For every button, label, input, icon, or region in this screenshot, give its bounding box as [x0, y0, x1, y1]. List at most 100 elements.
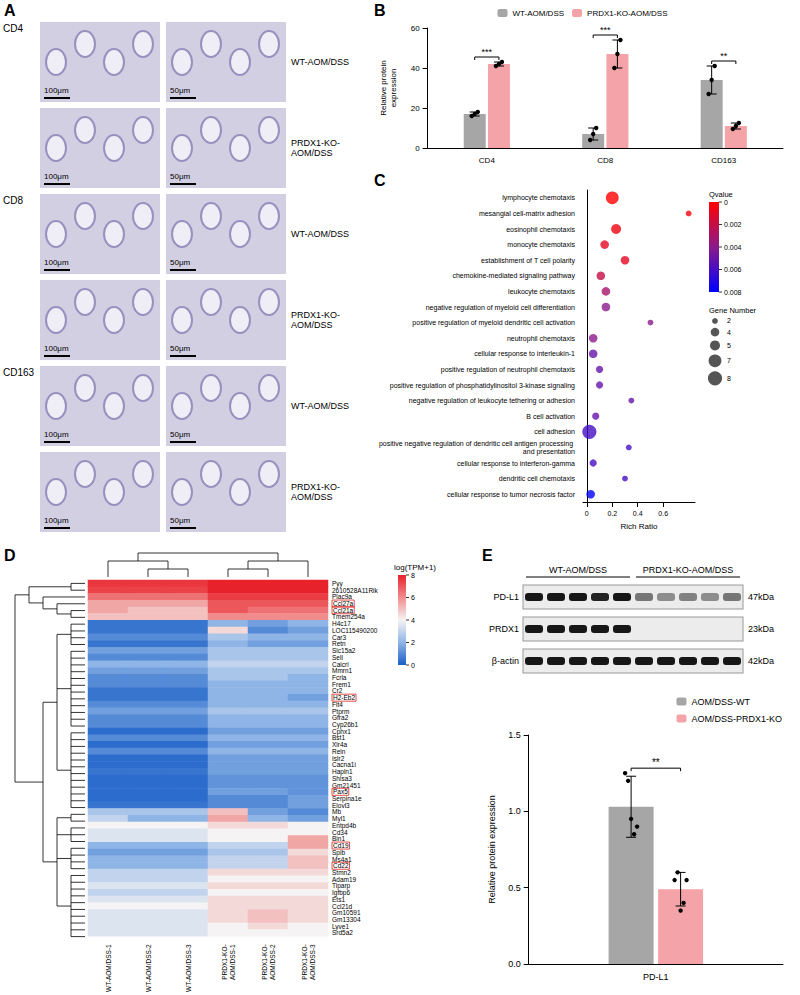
svg-text:PRDX1-KO-AOM/DSS: PRDX1-KO-AOM/DSS [643, 565, 734, 575]
svg-text:0.6: 0.6 [658, 510, 668, 517]
svg-text:and presentation: and presentation [523, 448, 575, 456]
svg-text:CD4: CD4 [3, 23, 23, 34]
svg-text:cellular response to interfero: cellular response to interferon-gamma [457, 460, 575, 468]
svg-text:AOM/DSS-1: AOM/DSS-1 [229, 944, 236, 980]
svg-text:monocyte chemotaxis: monocyte chemotaxis [507, 241, 575, 249]
svg-text:2: 2 [727, 317, 731, 324]
svg-text:dendritic cell chemotaxis: dendritic cell chemotaxis [499, 475, 576, 482]
svg-text:AOM/DSS: AOM/DSS [291, 492, 333, 502]
svg-text:**: ** [652, 757, 660, 768]
svg-text:0.008: 0.008 [724, 289, 742, 296]
svg-text:PD-L1: PD-L1 [493, 592, 519, 602]
svg-text:50μm: 50μm [170, 516, 191, 525]
svg-text:42kDa: 42kDa [748, 656, 774, 666]
svg-text:4: 4 [727, 329, 731, 336]
svg-text:***: *** [482, 47, 493, 57]
svg-text:establishment of T cell polari: establishment of T cell polarity [481, 257, 575, 265]
svg-text:positive regulation of neutrop: positive regulation of neutrophil chemot… [441, 366, 576, 374]
svg-text:CD163: CD163 [3, 367, 35, 378]
svg-text:PRDX1-KO-: PRDX1-KO- [291, 310, 340, 320]
svg-text:**: ** [720, 51, 728, 61]
svg-text:WT-AOM/DSS: WT-AOM/DSS [512, 9, 564, 18]
svg-text:WT-AOM/DSS: WT-AOM/DSS [291, 401, 349, 411]
svg-text:Rich Ratio: Rich Ratio [621, 522, 658, 531]
svg-text:0: 0 [411, 662, 415, 669]
svg-text:cell adhesion: cell adhesion [534, 428, 575, 435]
svg-text:50μm: 50μm [170, 172, 191, 181]
svg-text:0.002: 0.002 [724, 221, 742, 228]
svg-text:1.0: 1.0 [508, 806, 521, 816]
svg-text:PRDX1-KO-: PRDX1-KO- [291, 482, 340, 492]
svg-text:WT-AOM/DSS: WT-AOM/DSS [549, 565, 607, 575]
svg-text:log(TPM+1): log(TPM+1) [394, 563, 436, 572]
svg-text:cellular response to tumor nec: cellular response to tumor necrosis fact… [447, 491, 576, 499]
svg-text:8: 8 [411, 572, 415, 579]
svg-text:100μm: 100μm [44, 86, 69, 95]
svg-text:100μm: 100μm [44, 258, 69, 267]
svg-text:PRDX1-KO-AOM/DSS: PRDX1-KO-AOM/DSS [587, 9, 667, 18]
svg-text:60: 60 [411, 24, 420, 33]
svg-text:negative regulation of leukocy: negative regulation of leukocyte tetheri… [409, 397, 575, 405]
svg-text:neutrophil chemotaxis: neutrophil chemotaxis [507, 335, 576, 343]
svg-text:CD163: CD163 [711, 156, 736, 165]
svg-text:0.006: 0.006 [724, 266, 742, 273]
svg-text:50μm: 50μm [170, 258, 191, 267]
svg-text:50μm: 50μm [170, 86, 191, 95]
svg-text:Relative protein: Relative protein [379, 60, 388, 116]
svg-text:50μm: 50μm [170, 344, 191, 353]
svg-text:Srd5a2: Srd5a2 [332, 929, 353, 936]
svg-text:CD4: CD4 [479, 156, 496, 165]
svg-text:expression: expression [389, 69, 398, 108]
svg-text:23kDa: 23kDa [748, 624, 774, 634]
svg-text:WT-AOM/DSS-3: WT-AOM/DSS-3 [185, 944, 192, 992]
svg-text:5: 5 [727, 342, 731, 349]
svg-text:lymphocyte chemotaxis: lymphocyte chemotaxis [502, 194, 575, 202]
svg-text:AOM/DSS-WT: AOM/DSS-WT [691, 697, 750, 707]
svg-text:eosinophil chemotaxis: eosinophil chemotaxis [506, 226, 575, 234]
svg-text:0.0: 0.0 [508, 959, 521, 969]
svg-text:0.004: 0.004 [724, 244, 742, 251]
svg-text:2: 2 [411, 639, 415, 646]
svg-text:PRDX1-KO-: PRDX1-KO- [261, 944, 268, 979]
svg-text:leukocyte chemotaxis: leukocyte chemotaxis [508, 288, 575, 296]
svg-text:PD-L1: PD-L1 [643, 972, 669, 982]
svg-text:PRDX1: PRDX1 [489, 624, 519, 634]
svg-text:AOM/DSS: AOM/DSS [291, 320, 333, 330]
svg-text:7: 7 [727, 357, 731, 364]
svg-text:0.4: 0.4 [633, 510, 643, 517]
svg-text:PRDX1-KO-: PRDX1-KO- [301, 944, 308, 979]
svg-text:100μm: 100μm [44, 516, 69, 525]
svg-text:50μm: 50μm [170, 430, 191, 439]
svg-text:20: 20 [411, 104, 420, 113]
svg-text:positive regulation of phospha: positive regulation of phosphatidylinosi… [390, 382, 575, 390]
svg-text:PRDX1-KO-: PRDX1-KO- [221, 944, 228, 979]
svg-text:***: *** [600, 25, 611, 35]
svg-text:WT-AOM/DSS-1: WT-AOM/DSS-1 [105, 944, 112, 992]
svg-text:WT-AOM/DSS: WT-AOM/DSS [291, 57, 349, 67]
svg-text:chemokine-mediated signaling p: chemokine-mediated signaling pathway [452, 272, 575, 280]
svg-text:100μm: 100μm [44, 430, 69, 439]
svg-text:AOM/DSS-PRDX1-KO: AOM/DSS-PRDX1-KO [691, 714, 782, 724]
svg-text:B cell activation: B cell activation [526, 413, 575, 420]
svg-text:40: 40 [411, 64, 420, 73]
svg-text:Gene Number: Gene Number [709, 306, 757, 315]
svg-text:positive regulation of myeloid: positive regulation of myeloid dendritic… [412, 319, 575, 327]
svg-text:AOM/DSS-2: AOM/DSS-2 [269, 944, 276, 980]
svg-text:0: 0 [415, 144, 420, 153]
svg-text:PRDX1-KO-: PRDX1-KO- [291, 138, 340, 148]
svg-text:β-actin: β-actin [492, 656, 519, 666]
svg-text:0.5: 0.5 [508, 883, 521, 893]
svg-text:WT-AOM/DSS-2: WT-AOM/DSS-2 [145, 944, 152, 992]
svg-text:AOM/DSS: AOM/DSS [291, 148, 333, 158]
svg-text:4: 4 [411, 617, 415, 624]
svg-text:0: 0 [585, 510, 589, 517]
svg-text:1.5: 1.5 [508, 730, 521, 740]
svg-text:AOM/DSS-3: AOM/DSS-3 [309, 944, 316, 980]
svg-text:0.2: 0.2 [607, 510, 617, 517]
svg-text:CD8: CD8 [3, 195, 23, 206]
svg-text:0: 0 [724, 199, 728, 206]
svg-text:positive negative regulation o: positive negative regulation of dendriti… [379, 440, 575, 448]
svg-text:Relative protein expression: Relative protein expression [487, 795, 497, 904]
svg-text:cellular response to interleuk: cellular response to interleukin-1 [474, 350, 575, 358]
svg-text:8: 8 [727, 375, 731, 382]
